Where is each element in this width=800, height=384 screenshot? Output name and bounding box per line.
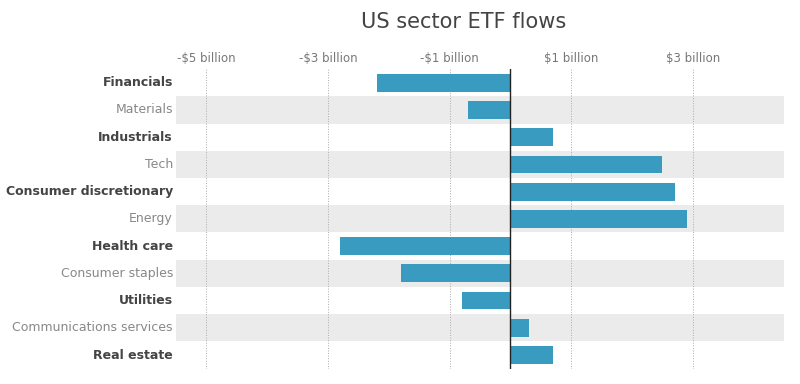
Text: US sector ETF flows: US sector ETF flows [362, 12, 566, 31]
Text: Communications services: Communications services [13, 321, 173, 334]
Bar [340, 237, 510, 255]
Bar [510, 128, 553, 146]
Bar [510, 156, 662, 173]
Text: Materials: Materials [115, 103, 173, 116]
Bar [176, 314, 784, 341]
Text: Energy: Energy [130, 212, 173, 225]
Text: Tech: Tech [145, 158, 173, 171]
Bar [176, 287, 784, 314]
Bar [176, 178, 784, 205]
Bar [468, 101, 510, 119]
Text: Consumer staples: Consumer staples [61, 267, 173, 280]
Text: Health care: Health care [92, 240, 173, 253]
Text: Financials: Financials [102, 76, 173, 89]
Bar [510, 346, 553, 364]
Bar [176, 205, 784, 232]
Text: Utilities: Utilities [119, 294, 173, 307]
Bar [176, 232, 784, 260]
Bar [510, 183, 674, 200]
Bar [510, 210, 686, 228]
Bar [377, 74, 510, 92]
Bar [176, 69, 784, 96]
Bar [510, 319, 529, 337]
Bar [176, 124, 784, 151]
Text: Industrials: Industrials [98, 131, 173, 144]
Bar [401, 265, 510, 282]
Bar [176, 96, 784, 124]
Bar [176, 341, 784, 369]
Bar [462, 292, 510, 310]
Bar [176, 151, 784, 178]
Text: Consumer discretionary: Consumer discretionary [6, 185, 173, 198]
Text: Real estate: Real estate [94, 349, 173, 361]
Bar [176, 260, 784, 287]
